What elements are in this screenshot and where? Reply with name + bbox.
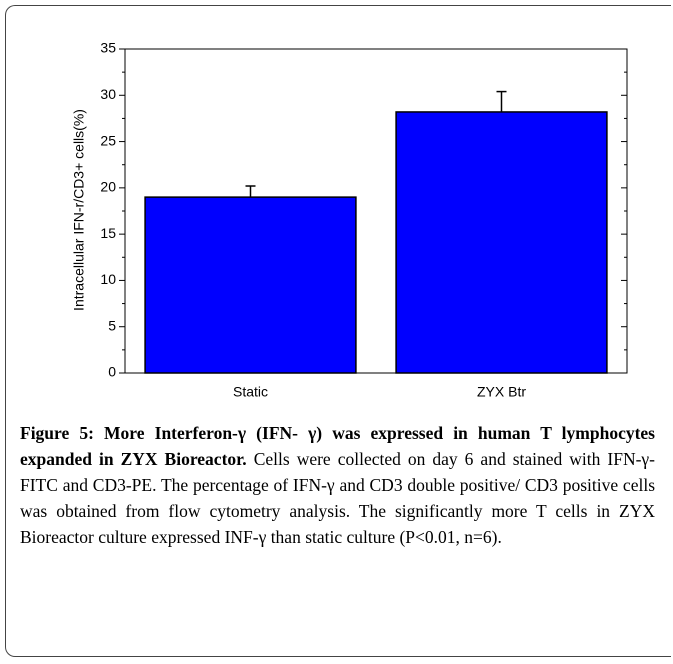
y-tick-label: 30 — [100, 86, 116, 102]
bar — [144, 196, 357, 374]
y-tick-label: 35 — [100, 40, 116, 56]
y-tick-label: 25 — [100, 132, 116, 148]
figure-border — [5, 5, 671, 657]
x-tick-label: Static — [233, 384, 268, 400]
y-tick-label: 20 — [100, 179, 116, 195]
y-tick-label: 5 — [108, 317, 116, 333]
x-tick-label: ZYX Btr — [477, 384, 526, 400]
y-axis-label: Intracellular IFN-r/CD3+ cells(%) — [71, 109, 87, 311]
y-tick-label: 10 — [100, 271, 116, 287]
y-tick-label: 15 — [100, 225, 116, 241]
caption: Figure 5: More Interferon-γ (IFN- γ) was… — [20, 420, 655, 550]
caption-label: Figure 5: More Interferon-γ (IFN- γ) was… — [20, 423, 655, 469]
y-tick-label: 0 — [108, 364, 116, 380]
bar — [395, 111, 608, 374]
caption-text: Cells were collected on day 6 and staine… — [20, 449, 655, 547]
chart: Intracellular IFN-r/CD3+ cells(%) 0 5 10 15… — [71, 40, 628, 400]
